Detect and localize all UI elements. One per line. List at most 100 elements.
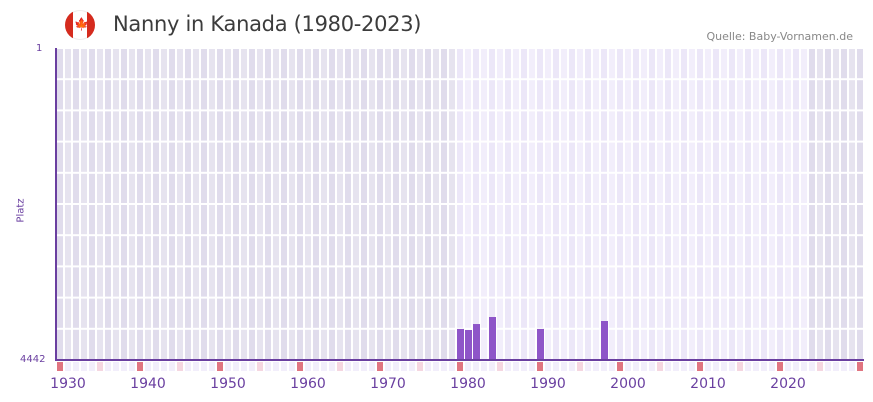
grid-cell	[697, 80, 703, 110]
year-marker	[297, 362, 303, 371]
grid-cell	[769, 49, 775, 79]
grid-cell	[497, 205, 503, 235]
grid-cell	[801, 329, 807, 359]
grid-cell	[169, 329, 175, 359]
grid-cell	[673, 111, 679, 141]
grid-cell	[425, 49, 431, 79]
grid-cell	[329, 142, 335, 172]
grid-cell	[369, 49, 375, 79]
grid-cell	[489, 236, 495, 266]
grid-cell	[609, 329, 615, 359]
grid-cell	[209, 111, 215, 141]
grid-cell	[233, 173, 239, 203]
grid-cell	[841, 298, 847, 328]
grid-cell	[561, 80, 567, 110]
grid-cell	[185, 173, 191, 203]
grid-cell	[393, 298, 399, 328]
grid-cell	[145, 329, 151, 359]
grid-cell	[297, 329, 303, 359]
grid-cell	[721, 205, 727, 235]
grid-cell	[825, 173, 831, 203]
grid-cell	[681, 173, 687, 203]
year-marker	[769, 362, 775, 371]
year-marker	[193, 362, 199, 371]
grid-cell	[697, 267, 703, 297]
grid-cell	[249, 236, 255, 266]
grid-cell	[457, 298, 463, 328]
grid-cell	[297, 142, 303, 172]
grid-cell	[249, 267, 255, 297]
grid-cell	[265, 236, 271, 266]
grid-cell	[289, 236, 295, 266]
year-marker	[177, 362, 183, 371]
grid-cell	[121, 80, 127, 110]
grid-cell	[601, 142, 607, 172]
grid-cell	[553, 111, 559, 141]
grid-cell	[185, 236, 191, 266]
year-marker	[161, 362, 167, 371]
grid-cell	[113, 173, 119, 203]
grid-cell	[609, 111, 615, 141]
grid-cell	[617, 236, 623, 266]
grid-cell	[153, 111, 159, 141]
grid-cell	[209, 205, 215, 235]
year-marker	[849, 362, 855, 371]
grid-cell	[161, 329, 167, 359]
grid-cell	[617, 267, 623, 297]
grid-cell	[465, 298, 471, 328]
grid-cell	[89, 80, 95, 110]
grid-cell	[457, 173, 463, 203]
grid-cell	[737, 80, 743, 110]
grid-cell	[89, 267, 95, 297]
grid-cell	[561, 236, 567, 266]
grid-cell	[289, 49, 295, 79]
grid-cell	[577, 329, 583, 359]
grid-cell	[689, 173, 695, 203]
grid-cell	[393, 142, 399, 172]
year-marker	[577, 362, 583, 371]
grid-cell	[769, 236, 775, 266]
grid-cell	[417, 298, 423, 328]
grid-cell	[377, 298, 383, 328]
grid-cell	[57, 142, 63, 172]
grid-cell	[641, 329, 647, 359]
grid-cell	[665, 205, 671, 235]
grid-cell	[385, 173, 391, 203]
grid-cell	[97, 205, 103, 235]
grid-cell	[745, 329, 751, 359]
grid-cell	[529, 205, 535, 235]
grid-cell	[185, 205, 191, 235]
grid-cell	[625, 142, 631, 172]
grid-cell	[361, 298, 367, 328]
grid-cell	[761, 49, 767, 79]
grid-cell	[377, 111, 383, 141]
grid-cell	[601, 80, 607, 110]
year-marker	[649, 362, 655, 371]
grid-cell	[97, 173, 103, 203]
grid-cell	[673, 142, 679, 172]
grid-cell	[593, 111, 599, 141]
grid-cell	[657, 80, 663, 110]
grid-cell	[305, 80, 311, 110]
year-marker	[97, 362, 103, 371]
grid-cell	[825, 80, 831, 110]
grid-cell	[649, 49, 655, 79]
grid-cell	[337, 111, 343, 141]
grid-cell	[401, 142, 407, 172]
grid-cell	[857, 298, 863, 328]
grid-cell	[409, 205, 415, 235]
year-marker	[369, 362, 375, 371]
grid-cell	[665, 80, 671, 110]
grid-cell	[433, 49, 439, 79]
grid-cell	[409, 329, 415, 359]
grid-cell	[289, 329, 295, 359]
grid-cell	[265, 142, 271, 172]
grid-cell	[641, 142, 647, 172]
grid-cell	[265, 173, 271, 203]
year-marker	[113, 362, 119, 371]
grid-cell	[185, 298, 191, 328]
grid-cell	[329, 49, 335, 79]
grid-cell	[201, 329, 207, 359]
grid-cell	[257, 80, 263, 110]
grid-cell	[361, 236, 367, 266]
